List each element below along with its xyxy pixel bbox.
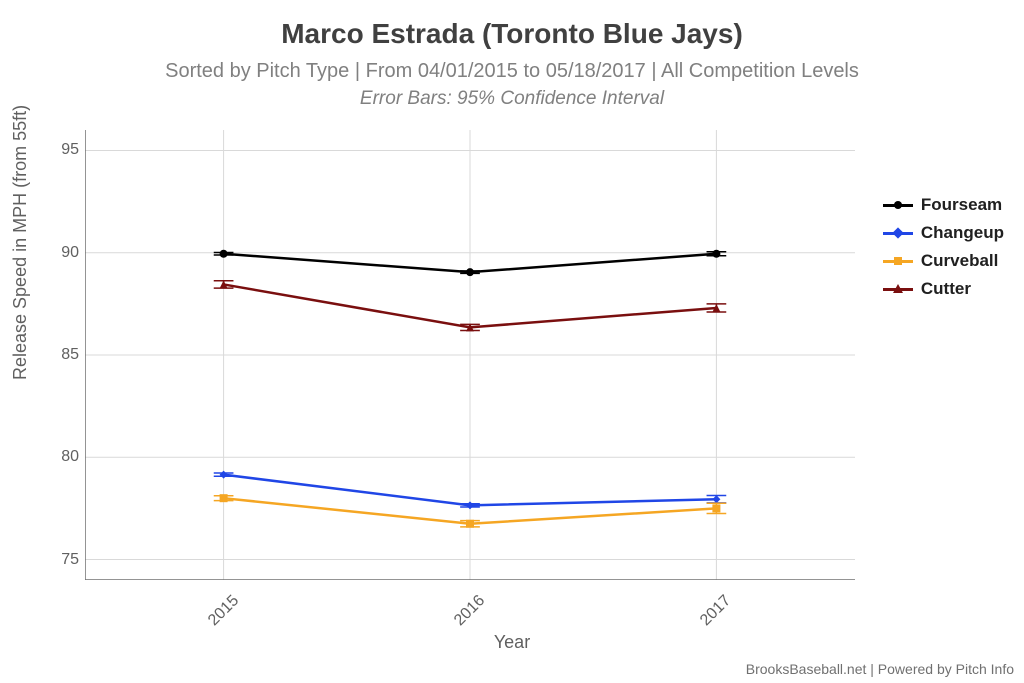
legend-swatch: [883, 282, 913, 296]
y-tick-label: 90: [61, 244, 79, 262]
legend-item: Fourseam: [883, 195, 1004, 215]
x-axis-label: Year: [0, 632, 1024, 653]
legend-label: Cutter: [921, 279, 971, 299]
plot-area: [85, 130, 855, 580]
legend: Fourseam Changeup Curveball Cutter: [883, 195, 1004, 307]
y-tick-label: 75: [61, 551, 79, 569]
legend-swatch: [883, 226, 913, 240]
legend-swatch: [883, 254, 913, 268]
y-tick-label: 85: [61, 346, 79, 364]
x-tick-label: 2017: [697, 592, 735, 630]
chart-subtitle-1: Sorted by Pitch Type | From 04/01/2015 t…: [0, 60, 1024, 83]
legend-label: Fourseam: [921, 195, 1002, 215]
legend-item: Changeup: [883, 223, 1004, 243]
x-tick-label: 2015: [205, 592, 243, 630]
y-axis-label: Release Speed in MPH (from 55ft): [10, 105, 31, 380]
credit-label: BrooksBaseball.net | Powered by Pitch In…: [0, 661, 1024, 677]
legend-swatch: [883, 198, 913, 212]
y-tick-label: 80: [61, 448, 79, 466]
y-tick-label: 95: [61, 141, 79, 159]
chart-subtitle-2: Error Bars: 95% Confidence Interval: [0, 88, 1024, 110]
chart-container: Marco Estrada (Toronto Blue Jays) Sorted…: [0, 0, 1024, 683]
legend-label: Changeup: [921, 223, 1004, 243]
chart-title: Marco Estrada (Toronto Blue Jays): [0, 18, 1024, 50]
legend-item: Cutter: [883, 279, 1004, 299]
legend-label: Curveball: [921, 251, 998, 271]
x-tick-label: 2016: [451, 592, 489, 630]
legend-item: Curveball: [883, 251, 1004, 271]
